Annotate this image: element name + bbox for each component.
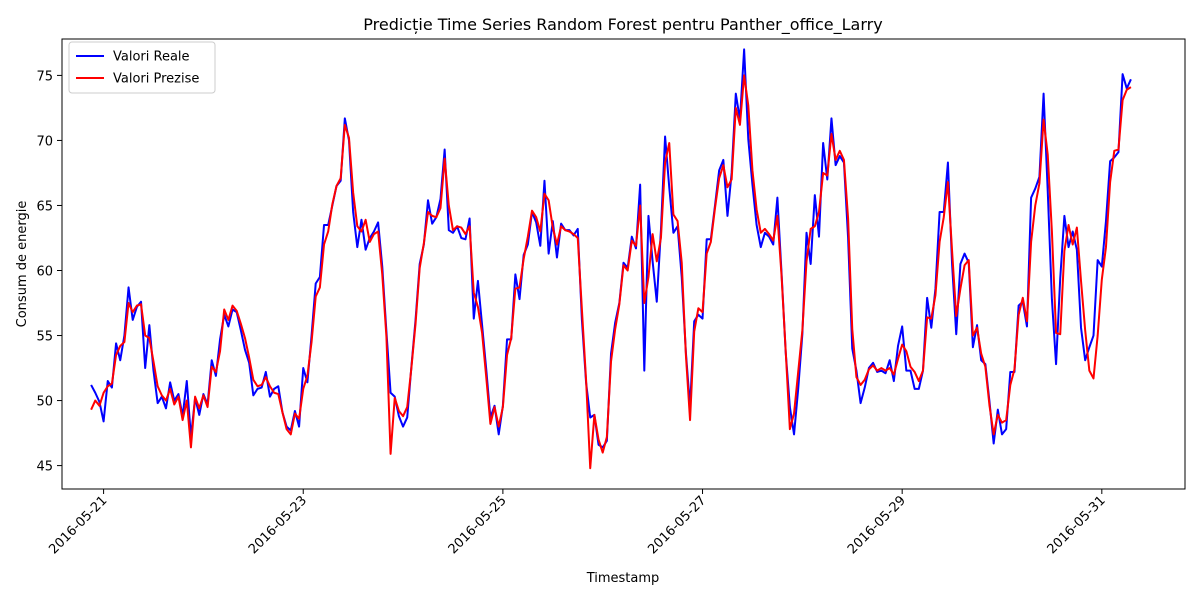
x-axis-label: Timestamp — [586, 571, 660, 586]
y-tick-label: 55 — [36, 330, 53, 345]
y-tick-label: 65 — [36, 199, 53, 214]
legend-label-valori-reale: Valori Reale — [113, 50, 190, 65]
y-axis-label: Consum de energie — [15, 201, 30, 328]
chart-title: Predicție Time Series Random Forest pent… — [363, 15, 882, 35]
y-tick-label: 50 — [36, 395, 53, 410]
y-tick-label: 70 — [36, 134, 53, 149]
legend: Valori Reale Valori Prezise — [68, 41, 216, 94]
y-tick-label: 60 — [36, 265, 53, 280]
legend-label-valori-prezise: Valori Prezise — [113, 72, 199, 87]
y-tick-label: 75 — [36, 69, 53, 84]
series-line-valori-prezise — [90, 74, 1132, 470]
y-tick-label: 45 — [36, 460, 53, 475]
plot-area — [61, 38, 1186, 490]
